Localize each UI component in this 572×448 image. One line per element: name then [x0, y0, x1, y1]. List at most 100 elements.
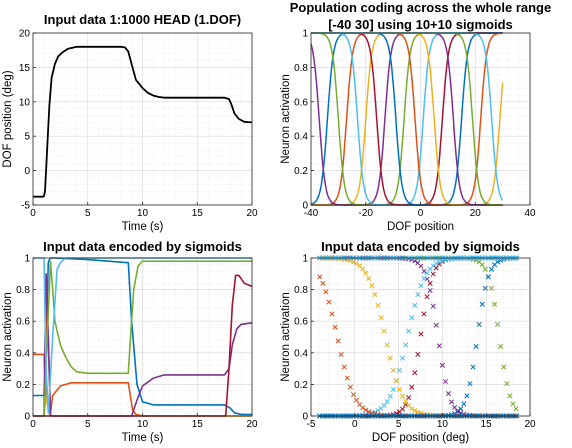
x-axis-label: DOF position — [387, 221, 454, 233]
x-tick-label: -40 — [304, 208, 319, 219]
chart-title: Input data encoded by sigmoids — [43, 239, 242, 254]
x-tick-label: 10 — [437, 419, 449, 430]
series-line — [33, 272, 253, 417]
scatter-point — [488, 266, 495, 272]
scatter-point — [338, 351, 344, 358]
x-tick-label: 0 — [418, 208, 424, 219]
scatter-point — [409, 405, 415, 412]
y-tick-label: -5 — [21, 201, 30, 212]
scatter-point — [421, 276, 427, 282]
scatter-point — [433, 322, 439, 328]
scatter-point — [387, 355, 393, 361]
scatter-point — [418, 263, 424, 269]
panel-encoded-time: Input data encoded by sigmoids Time (s) Ne… — [2, 239, 258, 444]
x-axis-label: DOF position (deg) — [372, 432, 469, 444]
scatter-point — [381, 328, 387, 334]
scatter-point — [320, 280, 326, 287]
scatter-point — [488, 285, 495, 291]
scatter-point — [363, 270, 369, 276]
y-tick-label: 0.6 — [16, 317, 30, 328]
scatter-point — [436, 259, 442, 265]
y-tick-label: 0 — [302, 201, 308, 212]
y-tick-label: 0.8 — [16, 285, 30, 296]
y-tick-label: 1 — [302, 29, 308, 40]
y-tick-label: 0.8 — [294, 63, 308, 74]
x-tick-label: 0 — [30, 419, 36, 430]
scatter-point — [461, 401, 467, 407]
scatter-point — [384, 342, 390, 348]
chart-title: Input data 1:1000 HEAD (1.DOF) — [44, 12, 241, 27]
x-tick-label: 20 — [470, 208, 482, 219]
scatter-point — [439, 362, 445, 368]
scatter-point — [485, 274, 491, 280]
series-line — [33, 260, 252, 417]
scatter-point — [449, 399, 455, 405]
scatter-point — [406, 328, 412, 334]
scatter-point — [507, 393, 513, 399]
series-line — [33, 45, 253, 198]
x-tick-label: 0 — [352, 419, 358, 430]
chart-title: Input data encoded by sigmoids — [321, 239, 520, 254]
scatter-point — [326, 299, 332, 305]
y-tick-label: 0.4 — [294, 132, 308, 143]
scatter-point — [476, 321, 482, 328]
scatter-point — [409, 384, 415, 390]
y-tick-label: 0.4 — [16, 348, 30, 359]
x-axis-label: Time (s) — [122, 221, 164, 233]
scatter-point — [510, 401, 516, 407]
scatter-point — [430, 271, 436, 277]
scatter-point — [384, 399, 390, 405]
x-tick-label: 10 — [137, 208, 149, 219]
y-tick-label: 15 — [19, 63, 31, 74]
scatter-point — [412, 408, 418, 414]
scatter-point — [479, 262, 485, 268]
scatter-point — [418, 283, 424, 289]
scatter-point — [369, 283, 375, 289]
scatter-point — [390, 386, 396, 393]
x-tick-label: 15 — [192, 419, 204, 430]
x-tick-label: 5 — [85, 419, 91, 430]
scatter-point — [415, 292, 421, 298]
scatter-point — [396, 367, 403, 373]
x-tick-label: 20 — [246, 208, 258, 219]
scatter-point — [399, 393, 406, 399]
x-tick-label: -5 — [307, 419, 316, 430]
scatter-point — [403, 342, 409, 348]
scatter-point — [381, 403, 387, 409]
x-tick-label: -20 — [359, 208, 374, 219]
scatter-point — [353, 397, 360, 403]
scatter-point — [442, 378, 449, 385]
scatter-point — [323, 289, 329, 295]
scatter-point — [366, 276, 372, 282]
y-tick-label: 0.8 — [294, 285, 308, 296]
scatter-point — [317, 274, 323, 280]
scatter-point — [378, 315, 384, 321]
scatter-point — [467, 381, 473, 387]
y-tick-label: 0 — [302, 412, 308, 423]
y-tick-label: 0.6 — [294, 317, 308, 328]
series-line — [33, 274, 253, 417]
scatter-point — [393, 378, 399, 384]
y-tick-label: 5 — [24, 132, 30, 143]
scatter-point — [470, 364, 476, 370]
scatter-point — [495, 259, 501, 265]
scatter-point — [427, 280, 433, 287]
axes-frame — [310, 257, 531, 417]
scatter-point — [390, 367, 396, 373]
x-tick-label: 40 — [524, 208, 536, 219]
y-tick-label: 20 — [19, 29, 31, 40]
scatter-point — [353, 261, 360, 267]
scatter-point — [421, 311, 427, 317]
scatter-point — [403, 399, 409, 405]
x-axis-label: Time (s) — [122, 432, 164, 444]
scatter-point — [445, 391, 452, 397]
y-axis-label: Neuron activation — [2, 292, 14, 382]
scatter-point — [347, 384, 353, 390]
scatter-point — [482, 266, 488, 272]
scatter-point — [350, 391, 357, 398]
y-tick-label: 1 — [24, 254, 30, 265]
y-tick-label: 10 — [19, 97, 31, 108]
x-tick-label: 20 — [246, 419, 258, 430]
y-tick-label: 0.4 — [294, 348, 308, 359]
